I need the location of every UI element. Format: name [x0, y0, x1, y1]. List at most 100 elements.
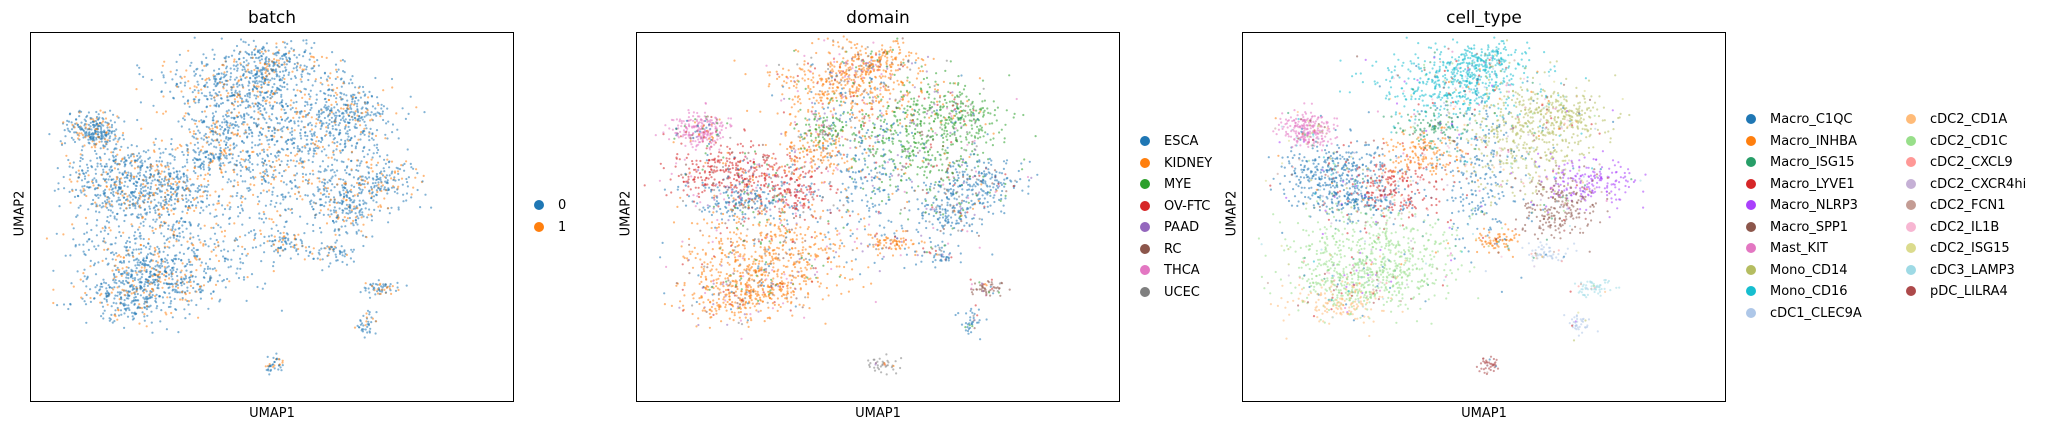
scatter-cluster	[897, 158, 1003, 256]
legend-label: Macro_ISG15	[1770, 155, 1855, 170]
scatter-cluster	[1287, 126, 1339, 152]
y-axis-label: UMAP2	[12, 190, 28, 237]
legend-marker	[1140, 136, 1150, 146]
legend-item: OV-FTC	[1140, 197, 1210, 217]
legend-label: cDC3_LAMP3	[1930, 262, 2015, 278]
scatter-cluster	[954, 304, 988, 341]
scatter-cluster	[303, 239, 355, 272]
legend-marker	[1140, 222, 1150, 232]
legend-marker	[1906, 135, 1916, 146]
scatter-cluster	[784, 98, 878, 152]
x-axis-label: UMAP1	[249, 406, 295, 421]
legend-marker	[1906, 243, 1916, 253]
scatter-cluster	[804, 81, 926, 304]
legend-marker	[1746, 307, 1756, 318]
scatter-cluster	[1269, 173, 1454, 234]
legend-item: cDC2_IL1B	[1906, 218, 1999, 238]
umap-scatter	[45, 36, 433, 376]
legend-item: cDC2_CXCR4hi	[1906, 175, 2026, 195]
legend-label: RC	[1164, 241, 1182, 257]
legend-label: Macro_LYVE1	[1770, 176, 1855, 192]
legend-label: PAAD	[1164, 220, 1200, 235]
legend-item: cDC2_FCN1	[1906, 196, 2006, 216]
scatter-cluster	[827, 35, 948, 90]
scatter-cluster	[1521, 238, 1578, 268]
chart-title: batch	[248, 8, 296, 28]
legend-item: cDC2_CD1A	[1906, 110, 2007, 130]
legend-marker	[1906, 221, 1916, 232]
legend-marker	[1746, 157, 1756, 167]
legend-item: Macro_INHBA	[1746, 132, 1857, 152]
legend-marker	[1906, 286, 1916, 296]
legend-item: PAAD	[1140, 218, 1199, 238]
scatter-cluster	[78, 127, 124, 151]
legend-label: pDC_LILRA4	[1930, 284, 2008, 299]
legend-label: OV-FTC	[1164, 198, 1211, 214]
legend-label: THCA	[1164, 263, 1200, 278]
legend-item: Macro_ISG15	[1746, 153, 1855, 173]
legend-marker	[534, 200, 544, 210]
legend-marker	[1906, 157, 1916, 167]
scatter-cluster	[202, 56, 409, 224]
scatter-cluster	[177, 104, 271, 152]
scatter-cluster	[247, 227, 308, 264]
legend-item: cDC1_CLEC9A	[1746, 304, 1862, 324]
legend-label: Macro_SPP1	[1770, 219, 1849, 235]
scatter-cluster	[1474, 223, 1521, 258]
legend-item: UCEC	[1140, 283, 1200, 303]
legend-label: 0	[558, 198, 567, 213]
scatter-cluster	[867, 353, 903, 376]
scatter-cluster	[353, 309, 378, 339]
legend-item: cDC2_CD1C	[1906, 132, 2007, 152]
legend-label: UCEC	[1164, 284, 1200, 300]
scatter-cluster	[863, 225, 926, 258]
scatter-cluster	[1492, 77, 1624, 155]
umap-scatter	[1257, 36, 1647, 376]
legend-marker	[1746, 221, 1756, 232]
legend-item: cDC3_LAMP3	[1906, 261, 2015, 281]
legend-label: Macro_NLRP3	[1770, 198, 1858, 213]
scatter-cluster	[1475, 355, 1500, 376]
legend-label: cDC1_CLEC9A	[1770, 305, 1862, 321]
legend-item: pDC_LILRA4	[1906, 282, 2008, 302]
legend-label: Mono_CD14	[1770, 262, 1848, 278]
legend-item: KIDNEY	[1140, 154, 1212, 174]
umap-scatter	[643, 35, 1039, 376]
chart-title: cell_type	[1446, 8, 1522, 28]
legend-marker	[1746, 286, 1756, 296]
scatter-cluster	[643, 128, 805, 209]
scatter-cluster	[76, 235, 249, 324]
scatter-cluster	[185, 38, 342, 89]
legend-item: Mono_CD16	[1746, 282, 1848, 302]
scatter-cluster	[1382, 100, 1478, 161]
legend-marker	[1906, 200, 1916, 210]
legend-marker	[1746, 135, 1756, 146]
legend-label: MYE	[1164, 177, 1192, 192]
scatter-cluster	[886, 69, 1018, 147]
scatter-cluster	[682, 125, 732, 151]
scatter-cluster	[130, 144, 244, 258]
scatter-cluster	[1563, 311, 1599, 342]
scatter-cluster	[899, 240, 962, 270]
scatter-cluster	[1569, 278, 1621, 299]
scatter-cluster	[316, 145, 433, 222]
legend-label: Mono_CD16	[1770, 284, 1848, 299]
scatter-cluster	[764, 122, 875, 184]
scatter-cluster	[663, 279, 795, 340]
legend-item: Macro_C1QC	[1746, 110, 1853, 130]
legend-item: 0	[534, 196, 566, 216]
scatter-cluster	[52, 275, 203, 334]
y-axis-label: UMAP2	[1224, 190, 1240, 237]
legend-label: KIDNEY	[1164, 155, 1213, 171]
legend-item: Mono_CD14	[1746, 261, 1848, 281]
scatter-cluster	[1514, 164, 1611, 255]
legend-marker	[534, 221, 544, 232]
scatter-cluster	[1269, 276, 1413, 340]
scatter-cluster	[48, 109, 143, 149]
legend-marker	[1140, 265, 1150, 275]
legend-marker	[1746, 243, 1756, 253]
legend-label: Macro_C1QC	[1770, 112, 1853, 127]
legend-marker	[1140, 286, 1150, 297]
panel-cell-type: cell_type UMAP2 UMAP1 Macro_C1QC Macro_IN…	[1212, 0, 2056, 431]
legend-marker	[1746, 264, 1756, 275]
